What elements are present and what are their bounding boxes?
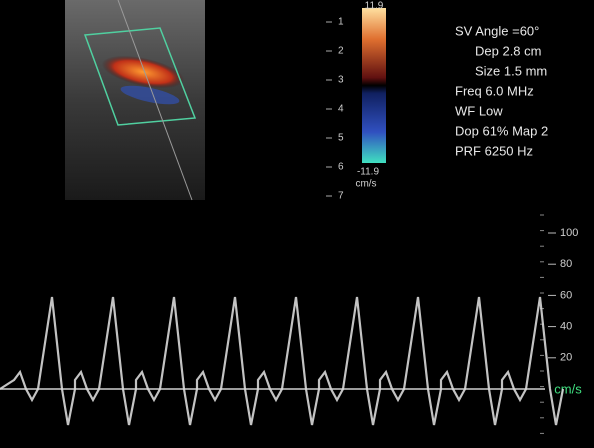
depth-label: 5 — [338, 133, 344, 144]
depth-label: 6 — [338, 162, 344, 173]
depth-label: 3 — [338, 75, 344, 86]
depth-label: 1 — [338, 17, 344, 28]
scale-label: 40 — [560, 321, 572, 333]
color-flow — [101, 55, 185, 89]
scale-label: 100 — [560, 227, 578, 239]
b-mode-image — [65, 0, 205, 200]
info-line: SV Angle =60° — [455, 23, 539, 38]
cursor-line — [117, 0, 193, 201]
info-line: Dop 61% Map 2 — [455, 123, 548, 138]
scale-label: 60 — [560, 289, 572, 301]
color-box — [83, 27, 197, 126]
scale-label: 20 — [560, 352, 572, 364]
info-line: PRF 6250 Hz — [455, 143, 533, 158]
color-bar-unit: cm/s — [355, 179, 376, 190]
color-flow-blue — [120, 85, 180, 105]
color-bar-min: -11.9 — [357, 167, 379, 178]
info-line: WF Low — [455, 103, 503, 118]
depth-label: 4 — [338, 104, 344, 115]
info-line: Size 1.5 mm — [475, 63, 547, 78]
doppler-waveform — [0, 296, 565, 426]
scale-label: 80 — [560, 258, 572, 270]
depth-label: 2 — [338, 46, 344, 57]
color-bar — [362, 8, 386, 163]
spectral-unit: cm/s — [554, 381, 582, 396]
color-bar-max: 11.9 — [365, 1, 384, 12]
info-line: Dep 2.8 cm — [475, 43, 541, 58]
depth-label: 7 — [338, 191, 344, 202]
info-line: Freq 6.0 MHz — [455, 83, 534, 98]
